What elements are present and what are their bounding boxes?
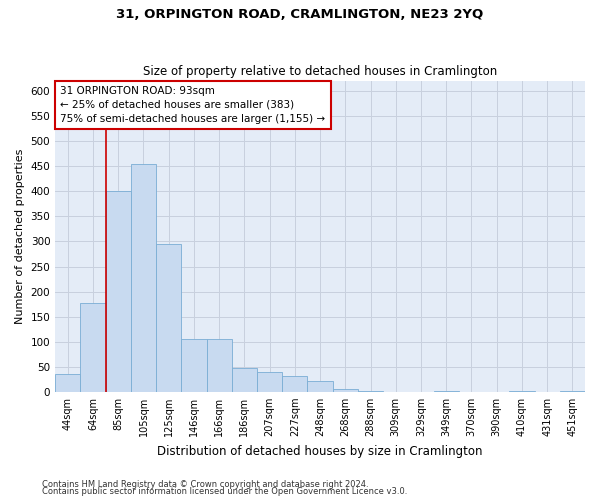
Text: 31 ORPINGTON ROAD: 93sqm
← 25% of detached houses are smaller (383)
75% of semi-: 31 ORPINGTON ROAD: 93sqm ← 25% of detach… <box>61 86 326 124</box>
Text: Contains public sector information licensed under the Open Government Licence v3: Contains public sector information licen… <box>42 487 407 496</box>
Bar <box>80 302 106 392</box>
Bar <box>131 164 156 392</box>
Bar <box>257 372 282 392</box>
Bar <box>106 192 131 392</box>
Y-axis label: Number of detached properties: Number of detached properties <box>15 148 25 324</box>
Bar <box>206 339 232 392</box>
Bar <box>307 381 332 392</box>
X-axis label: Distribution of detached houses by size in Cramlington: Distribution of detached houses by size … <box>157 444 483 458</box>
Text: 31, ORPINGTON ROAD, CRAMLINGTON, NE23 2YQ: 31, ORPINGTON ROAD, CRAMLINGTON, NE23 2Y… <box>116 8 484 20</box>
Bar <box>181 339 206 392</box>
Bar <box>156 244 181 392</box>
Title: Size of property relative to detached houses in Cramlington: Size of property relative to detached ho… <box>143 66 497 78</box>
Bar <box>332 390 358 392</box>
Bar <box>232 368 257 392</box>
Bar <box>55 374 80 392</box>
Text: Contains HM Land Registry data © Crown copyright and database right 2024.: Contains HM Land Registry data © Crown c… <box>42 480 368 489</box>
Bar <box>282 376 307 392</box>
